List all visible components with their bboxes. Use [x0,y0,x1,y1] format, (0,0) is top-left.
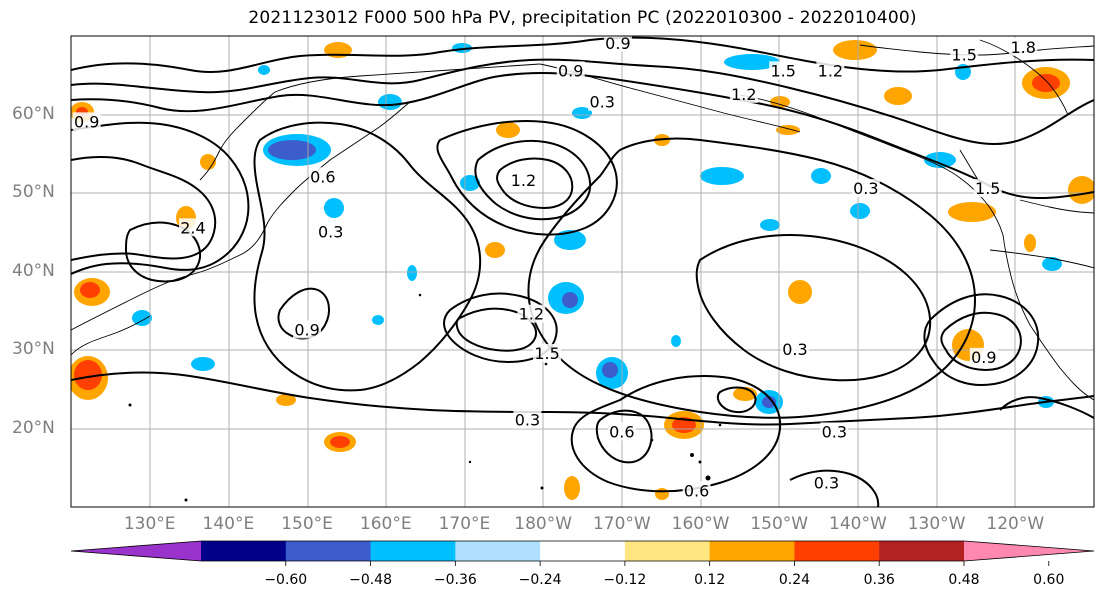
longitude-label: 150°W [750,514,809,534]
contour-label-bg [72,112,101,131]
contour-label-bg [308,167,337,186]
longitude-label: 160°E [359,514,412,534]
colorbar-tick-label: −0.60 [264,572,308,588]
contour-label: 1.2 [731,85,756,104]
colorbar-segment [624,541,711,561]
longitude-label: 180°W [514,514,573,534]
contour-label-bg [293,320,322,339]
contour-label-bg [769,61,798,80]
colorbar-max-extend [964,541,1094,561]
contour-label-bg [682,481,711,500]
contour-label: 0.9 [605,34,630,53]
colorbar-segment [370,541,456,561]
colorbar-tick-label: −0.12 [603,572,647,588]
contour-label: 0.3 [782,340,807,359]
longitude-label: 140°W [829,514,887,534]
contour-label: 1.2 [519,305,544,324]
contour-label: 0.6 [609,422,634,441]
contour-label-bg [973,179,1002,198]
latitude-label: 50°N [12,182,55,202]
contour-label-bg [729,84,758,103]
colorbar-tick-label: 0.12 [694,572,726,588]
colorbar-segment [455,541,541,561]
contour-label: 0.3 [814,473,839,492]
contour-label: 0.9 [294,320,319,339]
contour-label: 2.4 [180,218,205,237]
longitude-label: 160°W [671,514,730,534]
contour-label: 0.3 [515,411,540,430]
contour-label: 0.3 [318,222,343,241]
contour-label: 1.2 [511,171,536,190]
latitude-label: 20°N [12,417,55,438]
contour-label-bg [178,218,207,237]
contour-label: 0.9 [74,112,99,131]
contour-label-bg [509,171,538,190]
colorbar [70,540,1095,566]
contour-label-bg [816,61,845,80]
longitude-label: 140°E [202,514,255,534]
contour-label: 0.9 [971,348,996,367]
longitude-label: 120°W [986,514,1045,534]
latitude-label: 60°N [12,103,55,124]
contour-label: 0.3 [853,179,878,198]
colorbar-tick-label: −0.48 [349,572,392,588]
colorbar-tick-label: 0.48 [948,572,980,588]
contour-label-bg [1009,37,1038,56]
contour-label-bg [588,92,617,111]
colorbar-segment [201,541,287,561]
longitude-label: 150°E [281,514,333,534]
map-title: 2021123012 F000 500 hPa PV, precipitatio… [248,8,917,28]
contour-label-bg [607,422,636,441]
longitude-label: 170°W [592,514,651,534]
colorbar-segment [285,541,372,561]
colorbar-segment [709,541,795,561]
contour-label-bg [603,36,632,52]
latitude-label: 40°N [12,260,55,281]
contour-label: 1.2 [818,61,843,80]
contour-label-bg [950,45,979,64]
contour-label-bg [556,61,585,80]
contour-label-bg [533,343,562,362]
colorbar-tick-label: −0.24 [518,572,562,588]
colorbar-segment [794,541,880,561]
contour-label-bg [851,179,880,198]
contour-label: 0.9 [558,61,583,80]
contour-label: 0.6 [684,481,709,500]
contour-labels: 0.9 1.8 1.5 1.5 1.2 0.9 1.2 0.3 0.9 0.6 1.2 0.3 1.5 2… [72,34,1038,500]
contour-label: 1.8 [1010,38,1035,57]
contour-label-bg [969,347,998,366]
longitude-label: 130°E [123,514,176,534]
contour-label: 1.5 [770,61,795,80]
contour-label: 0.3 [589,93,614,112]
colorbar-tick-label: 0.60 [1033,572,1065,588]
contour-label-bg [780,340,809,358]
colorbar-segment [879,541,965,561]
contour-label-bg [316,222,345,241]
colorbar-min-extend [71,541,201,561]
contour-label-bg [517,304,546,323]
longitude-label: 130°W [907,514,966,534]
islands [128,293,722,502]
colorbar-tick-label: 0.24 [778,572,811,588]
colorbar-outline [70,540,1095,562]
contour-label-bg [820,422,849,441]
contour-label: 0.6 [310,167,335,186]
contour-label-bg [812,473,841,492]
contour-label: 1.5 [975,179,1000,198]
colorbar-tick-label: 0.36 [863,572,895,588]
colorbar-segment [540,541,626,561]
contour-label: 0.3 [822,422,847,441]
contour-label-bg [513,410,542,429]
longitude-label: 170°E [438,514,491,534]
contour-label: 1.5 [534,344,559,363]
colorbar-tick-label: −0.36 [433,572,477,588]
map-frame [70,35,1095,508]
contour-label: 1.5 [951,46,976,65]
latitude-label: 30°N [12,339,55,359]
